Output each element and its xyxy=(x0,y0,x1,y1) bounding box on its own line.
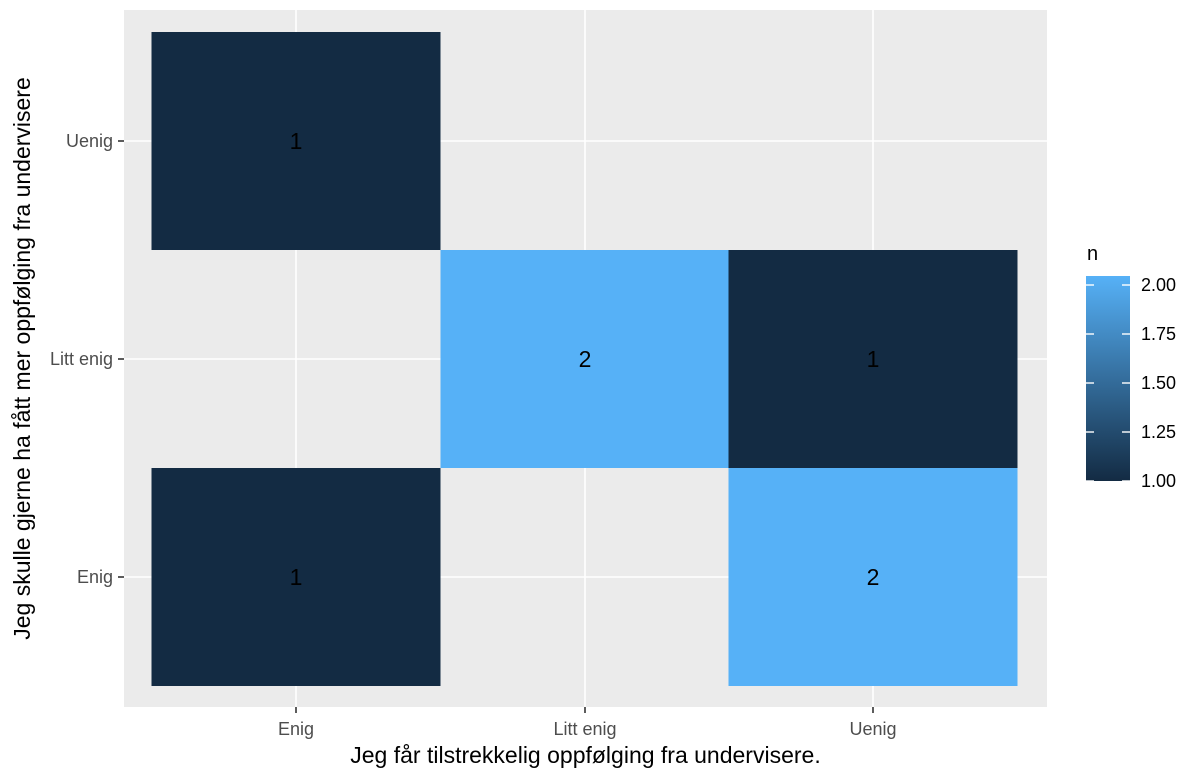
heatmap-cell xyxy=(728,250,1018,468)
y-axis: Enig Litt enig Uenig xyxy=(50,131,124,587)
heatmap-cell xyxy=(728,468,1018,686)
heatmap-cells xyxy=(151,32,1018,686)
legend-tick-label: 1.00 xyxy=(1141,471,1176,491)
heatmap-cell xyxy=(151,468,441,686)
cell-value-label: 1 xyxy=(290,564,303,590)
legend-colorbar xyxy=(1086,276,1130,481)
legend-title: n xyxy=(1087,243,1098,265)
legend-tick-label: 1.25 xyxy=(1141,422,1176,442)
x-axis-title: Jeg får tilstrekkelig oppfølging fra und… xyxy=(350,742,820,768)
y-axis-title: Jeg skulle gjerne ha fått mer oppfølging… xyxy=(9,77,35,640)
x-tick-label: Uenig xyxy=(849,719,896,739)
x-axis: Enig Litt enig Uenig xyxy=(278,707,897,739)
x-tick-label: Litt enig xyxy=(553,719,616,739)
heatmap-cell xyxy=(151,32,441,250)
y-tick-label: Enig xyxy=(77,567,113,587)
legend-tick-label: 1.75 xyxy=(1141,324,1176,344)
legend-ticks: 2.00 1.75 1.50 1.25 1.00 xyxy=(1086,275,1176,491)
cell-value-label: 2 xyxy=(867,564,880,590)
cell-value-label: 1 xyxy=(867,346,880,372)
cell-value-label: 2 xyxy=(579,346,592,372)
y-tick-label: Uenig xyxy=(66,131,113,151)
heatmap-cell xyxy=(440,250,730,468)
cell-value-label: 1 xyxy=(290,128,303,154)
cell-labels: 1 2 1 1 2 xyxy=(290,128,880,590)
legend-tick-label: 1.50 xyxy=(1141,373,1176,393)
color-legend: n 2.00 1.75 1.50 1.25 1.00 xyxy=(1086,243,1176,491)
x-tick-label: Enig xyxy=(278,719,314,739)
y-tick-label: Litt enig xyxy=(50,349,113,369)
legend-tick-label: 2.00 xyxy=(1141,275,1176,295)
